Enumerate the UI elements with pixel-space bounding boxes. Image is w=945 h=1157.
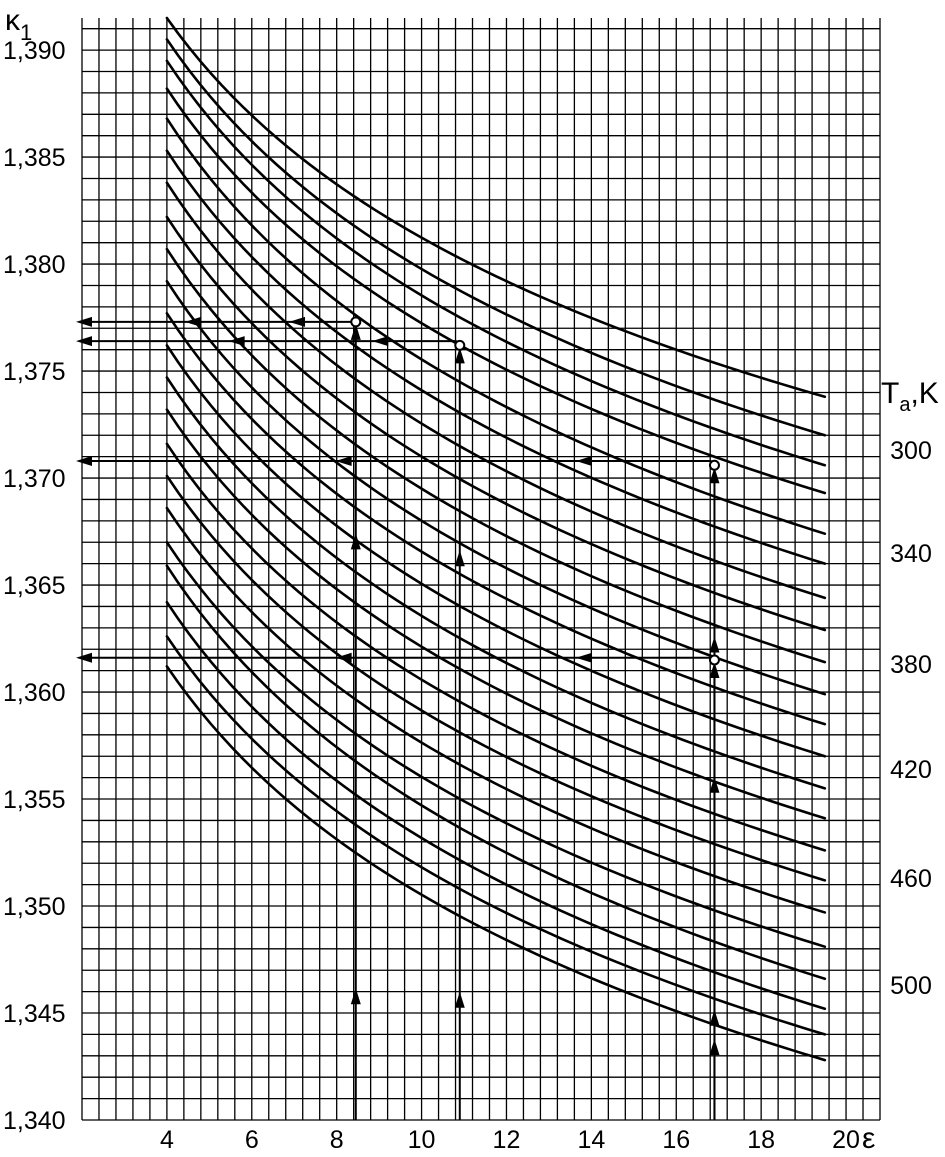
arrowhead	[335, 652, 352, 663]
right-tick-label: 300	[890, 437, 932, 465]
arrowhead	[76, 336, 92, 347]
series-curve	[165, 474, 827, 882]
right-axis-label-sub: a	[899, 394, 911, 416]
series-curve	[165, 442, 827, 852]
arrowhead	[228, 336, 245, 347]
y-tick-label: 1,345	[3, 1000, 66, 1028]
arrowhead	[454, 550, 465, 567]
arrowhead	[454, 347, 465, 364]
arrowhead	[575, 455, 592, 466]
right-tick-label: 420	[890, 756, 932, 784]
series-curve	[165, 279, 827, 696]
x-tick-label: 8	[330, 1126, 344, 1152]
arrowhead	[709, 467, 720, 484]
arrowhead	[76, 455, 92, 466]
x-tick-label: 6	[245, 1126, 259, 1152]
arrowhead	[184, 316, 201, 327]
series-curve	[165, 540, 827, 948]
arrowhead	[289, 316, 306, 327]
y-tick-label: 1,350	[3, 893, 66, 921]
y-tick-label: 1,385	[3, 144, 66, 172]
arrowhead	[350, 323, 361, 340]
y-tick-label: 1,360	[3, 679, 66, 707]
series-curve	[165, 87, 827, 495]
example-point	[708, 654, 720, 666]
series-curve	[165, 38, 827, 437]
tick-labels: 4 6 8 10 12 14 16 18 20 1,340 1,345 1,350 1,355 1,360…	[3, 37, 932, 1154]
y-tick-label: 1,370	[3, 465, 66, 493]
x-axis-label: ε	[862, 1122, 875, 1152]
arrowhead	[76, 652, 92, 663]
series-curve	[165, 506, 827, 914]
series-curve	[165, 344, 827, 758]
series-curve	[165, 600, 827, 1011]
series-curve	[165, 59, 827, 467]
x-tick-label: 4	[160, 1126, 174, 1152]
y-tick-label: 1,390	[3, 37, 66, 65]
curve-group	[165, 16, 827, 1062]
y-tick-label: 1,340	[3, 1107, 66, 1135]
arrowhead	[350, 533, 361, 550]
series-curve	[165, 635, 827, 1036]
series-curve	[165, 16, 827, 399]
right-axis-label-main: T	[881, 377, 899, 410]
arrowhead	[76, 316, 92, 327]
right-tick-label: 500	[890, 972, 932, 1000]
x-tick-label: 12	[493, 1126, 521, 1152]
example-guides	[76, 316, 720, 1120]
x-tick-label: 14	[577, 1126, 605, 1152]
arrowhead	[709, 636, 720, 653]
example-point	[708, 459, 720, 471]
arrowhead	[709, 1038, 720, 1055]
y-tick-label: 1,365	[3, 572, 66, 600]
arrowhead	[335, 455, 352, 466]
series-curve	[165, 376, 827, 790]
right-axis-label-suffix: ,K	[910, 377, 938, 410]
series-curve	[165, 181, 827, 600]
y-tick-label: 1,375	[3, 358, 66, 386]
series-curve	[165, 247, 827, 664]
right-tick-label: 380	[890, 651, 932, 679]
arrowhead	[709, 776, 720, 793]
x-tick-label: 20	[832, 1126, 860, 1152]
x-tick-label: 16	[662, 1126, 690, 1152]
grid	[81, 18, 881, 1121]
arrowhead	[454, 991, 465, 1008]
y-axis-label: κ1	[5, 4, 32, 45]
right-tick-label: 460	[890, 865, 932, 893]
example-point	[350, 316, 362, 328]
axis-labels: κ1 Ta,K ε	[5, 4, 939, 1155]
arrowhead	[709, 661, 720, 678]
right-axis-label: Ta,K	[881, 377, 939, 416]
y-axis-label-main: κ	[5, 4, 21, 37]
arrowhead	[350, 988, 361, 1005]
series-curve	[165, 117, 827, 535]
arrowhead	[372, 336, 389, 347]
y-axis-label-sub: 1	[20, 20, 32, 45]
example-point	[454, 339, 466, 351]
right-tick-label: 340	[890, 540, 932, 568]
y-tick-label: 1,355	[3, 786, 66, 814]
series-curve	[165, 215, 827, 632]
x-tick-label: 18	[747, 1126, 775, 1152]
arrowhead	[575, 652, 592, 663]
y-tick-label: 1,380	[3, 251, 66, 279]
x-tick-label: 10	[408, 1126, 436, 1152]
